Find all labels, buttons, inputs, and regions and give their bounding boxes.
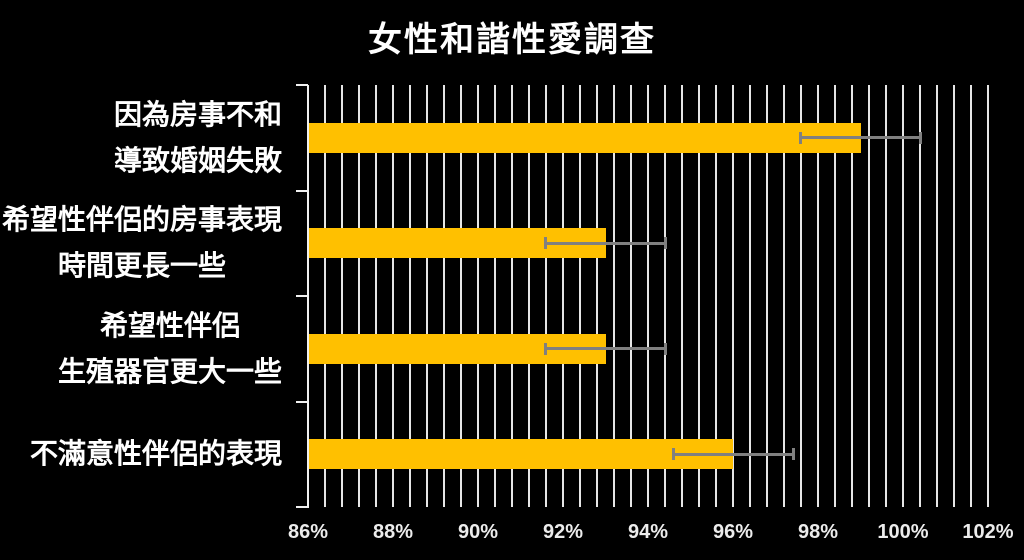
gridline (324, 85, 326, 507)
x-axis-tick-label: 100% (877, 521, 929, 543)
chart-title: 女性和諧性愛調查 (368, 21, 656, 59)
category-label: 不滿意性伴侶的表現 (0, 402, 282, 508)
gridline (800, 85, 802, 507)
gridline (987, 85, 989, 507)
category-label-text: 希望性伴侶的房事表現 時間更長一些 (2, 197, 282, 289)
x-axis-tick-label: 92% (542, 521, 584, 543)
gridline (358, 85, 360, 507)
category-label-line: 不滿意性伴侶的表現 (29, 438, 282, 470)
error-bar-cap-right (919, 131, 922, 144)
error-bar (801, 136, 920, 140)
gridline (477, 85, 479, 507)
error-bar (546, 347, 665, 351)
gridline (681, 85, 683, 507)
gridline (749, 85, 751, 507)
gridline (375, 85, 377, 507)
error-bar-cap-left (544, 237, 547, 250)
error-bar-cap-right (664, 237, 667, 250)
category-label: 因為房事不和 導致婚姻失敗 (0, 85, 282, 191)
gridline (885, 85, 887, 507)
gridline (664, 85, 666, 507)
gridline (647, 85, 649, 507)
bar (309, 122, 861, 153)
gridline (596, 85, 598, 507)
gridline (341, 85, 343, 507)
category-label-text: 不滿意性伴侶的表現 (30, 431, 282, 477)
category-label-line: 因為房事不和 (113, 98, 282, 130)
error-bar-cap-left (544, 342, 547, 355)
category-label-line: 時間更長一些 (57, 250, 226, 282)
gridline (426, 85, 428, 507)
gridline (851, 85, 853, 507)
bar (309, 439, 733, 470)
category-label-line: 導致婚姻失敗 (113, 144, 282, 176)
category-label-line: 生殖器官更大一些 (57, 355, 282, 387)
gridline (630, 85, 632, 507)
x-axis-tick-label: 88% (372, 521, 414, 543)
y-axis-tick (296, 84, 308, 86)
gridline (936, 85, 938, 507)
x-axis-tick-label: 96% (712, 521, 754, 543)
category-label: 希望性伴侶的房事表現 時間更長一些 (0, 191, 282, 297)
gridline (392, 85, 394, 507)
gridline (732, 85, 734, 507)
y-axis-tick (296, 295, 308, 297)
category-label-line: 希望性伴侶的房事表現 (1, 204, 282, 236)
x-axis-tick-label: 102% (962, 521, 1014, 543)
gridline (443, 85, 445, 507)
gridline (460, 85, 462, 507)
gridline (698, 85, 700, 507)
x-axis-tick-label: 86% (287, 521, 329, 543)
gridline (562, 85, 564, 507)
y-axis-tick (296, 400, 308, 403)
gridline (783, 85, 785, 507)
error-bar (673, 452, 793, 456)
error-bar-cap-left (799, 131, 802, 144)
category-label-text: 希望性伴侶生殖器官更大一些 (58, 303, 282, 395)
gridline (545, 85, 547, 507)
y-axis-tick (296, 506, 308, 508)
gridline (528, 85, 530, 507)
gridline (511, 85, 513, 507)
x-axis-tick-label: 94% (627, 521, 669, 543)
gridline (766, 85, 768, 507)
error-bar-cap-left (671, 448, 675, 461)
error-bar-cap-right (791, 448, 795, 461)
category-label-line: 希望性伴侶 (99, 309, 240, 341)
x-axis-tick-label: 98% (797, 521, 839, 543)
gridline (834, 85, 836, 507)
gridline (579, 85, 581, 507)
error-bar (546, 241, 665, 245)
category-label: 希望性伴侶生殖器官更大一些 (0, 296, 282, 402)
y-axis-line (307, 85, 309, 508)
gridline (919, 85, 921, 507)
gridline (902, 85, 904, 507)
gridline (409, 85, 411, 507)
gridline (494, 85, 496, 507)
category-label-text: 因為房事不和 導致婚姻失敗 (114, 92, 282, 184)
error-bar-cap-right (664, 342, 667, 355)
gridline (817, 85, 819, 507)
gridline (715, 85, 717, 507)
gridline (970, 85, 972, 507)
x-axis-tick-label: 90% (457, 521, 499, 543)
gridline (953, 85, 955, 507)
gridline (868, 85, 870, 507)
y-axis-tick (296, 189, 308, 192)
gridline (613, 85, 615, 507)
